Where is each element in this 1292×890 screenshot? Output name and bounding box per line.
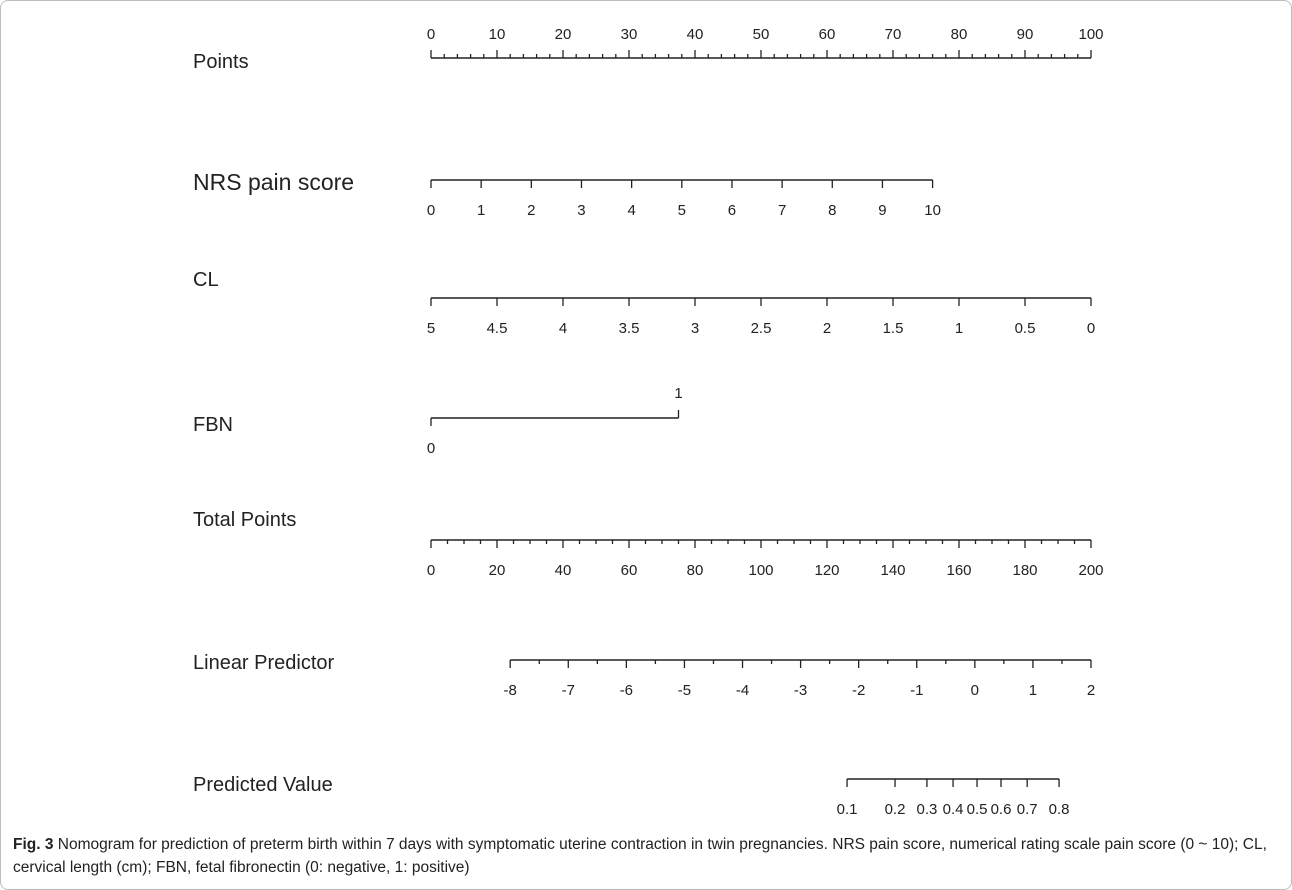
points-tick-label: 100 <box>1078 26 1103 43</box>
nrs-pain-score-label: NRS pain score <box>193 169 354 195</box>
fbn-label: FBN <box>193 414 233 436</box>
cl-tick-label: 5 <box>427 320 435 337</box>
nrs-tick-label: 3 <box>577 202 585 219</box>
points-tick-label: 60 <box>819 26 836 43</box>
points-axis: 0 10 20 30 40 50 60 70 80 90 100 <box>427 26 1104 59</box>
cl-tick-label: 4.5 <box>487 320 508 337</box>
predicted-value-tick-label: 0.4 <box>943 801 964 818</box>
predicted-value-tick-label: 0.6 <box>991 801 1012 818</box>
nrs-tick-label: 9 <box>878 202 886 219</box>
caption-text: Nomogram for prediction of preterm birth… <box>13 836 1267 876</box>
linear-predictor-label: Linear Predictor <box>193 652 335 674</box>
cl-tick-label: 1 <box>955 320 963 337</box>
predicted-value-tick-label: 0.2 <box>885 801 906 818</box>
predicted-value-tick-label: 0.5 <box>967 801 988 818</box>
linear-predictor-tick-label: -7 <box>562 682 575 699</box>
nrs-tick-label: 6 <box>728 202 736 219</box>
linear-predictor-tick-label: -4 <box>736 682 749 699</box>
fbn-tick-label: 1 <box>674 385 682 402</box>
cl-label: CL <box>193 269 219 291</box>
total-points-tick-label: 200 <box>1078 562 1103 579</box>
fbn-tick-label: 0 <box>427 440 435 457</box>
points-tick-label: 10 <box>489 26 506 43</box>
nrs-tick-label: 8 <box>828 202 836 219</box>
linear-predictor-tick-label: -6 <box>620 682 633 699</box>
figure-caption: Fig. 3 Nomogram for prediction of preter… <box>13 833 1281 879</box>
total-points-tick-label: 40 <box>555 562 572 579</box>
points-tick-label: 0 <box>427 26 435 43</box>
nrs-pain-score-axis: 0 1 2 3 4 5 6 7 8 9 10 <box>427 179 941 219</box>
nrs-tick-label: 7 <box>778 202 786 219</box>
predicted-value-axis: 0.1 0.2 0.3 0.4 0.5 0.6 0.7 0.8 <box>837 778 1070 818</box>
total-points-tick-label: 60 <box>621 562 638 579</box>
cl-tick-label: 2.5 <box>751 320 772 337</box>
points-tick-label: 70 <box>885 26 902 43</box>
points-tick-label: 50 <box>753 26 770 43</box>
linear-predictor-tick-label: -5 <box>678 682 691 699</box>
linear-predictor-tick-label: 0 <box>971 682 979 699</box>
cl-tick-label: 0 <box>1087 320 1095 337</box>
linear-predictor-axis: -8 -7 -6 -5 -4 -3 -2 -1 0 1 2 <box>504 659 1095 699</box>
caption-label: Fig. 3 <box>13 836 54 853</box>
total-points-axis: 0 20 40 60 80 100 120 140 160 180 200 <box>427 539 1104 579</box>
fbn-axis: 01 <box>427 385 683 457</box>
nomogram-chart: Points 0 10 20 30 40 50 60 70 80 90 100 NRS pain s… <box>193 26 1104 818</box>
linear-predictor-tick-label: -1 <box>910 682 923 699</box>
points-tick-label: 40 <box>687 26 704 43</box>
total-points-tick-label: 20 <box>489 562 506 579</box>
total-points-tick-label: 160 <box>946 562 971 579</box>
predicted-value-label: Predicted Value <box>193 774 333 796</box>
points-tick-label: 30 <box>621 26 638 43</box>
nrs-tick-label: 2 <box>527 202 535 219</box>
cl-axis: 5 4.5 4 3.5 3 2.5 2 1.5 1 0.5 0 <box>427 297 1095 337</box>
cl-tick-label: 2 <box>823 320 831 337</box>
linear-predictor-tick-label: -8 <box>504 682 517 699</box>
linear-predictor-tick-label: -2 <box>852 682 865 699</box>
cl-tick-label: 3 <box>691 320 699 337</box>
linear-predictor-tick-label: 2 <box>1087 682 1095 699</box>
predicted-value-tick-label: 0.3 <box>916 801 937 818</box>
nrs-tick-label: 5 <box>678 202 686 219</box>
cl-tick-label: 1.5 <box>883 320 904 337</box>
points-tick-label: 80 <box>951 26 968 43</box>
nrs-tick-label: 0 <box>427 202 435 219</box>
total-points-tick-label: 180 <box>1012 562 1037 579</box>
linear-predictor-tick-label: -3 <box>794 682 807 699</box>
cl-tick-label: 3.5 <box>619 320 640 337</box>
total-points-tick-label: 120 <box>814 562 839 579</box>
total-points-tick-label: 140 <box>880 562 905 579</box>
linear-predictor-tick-label: 1 <box>1029 682 1037 699</box>
total-points-label: Total Points <box>193 509 296 531</box>
predicted-value-tick-label: 0.1 <box>837 801 858 818</box>
points-tick-label: 20 <box>555 26 572 43</box>
nrs-tick-label: 4 <box>627 202 635 219</box>
points-tick-label: 90 <box>1017 26 1034 43</box>
total-points-tick-label: 0 <box>427 562 435 579</box>
total-points-tick-label: 80 <box>687 562 704 579</box>
predicted-value-tick-label: 0.7 <box>1017 801 1038 818</box>
cl-tick-label: 0.5 <box>1015 320 1036 337</box>
cl-tick-label: 4 <box>559 320 567 337</box>
nrs-tick-label: 10 <box>924 202 941 219</box>
total-points-tick-label: 100 <box>748 562 773 579</box>
points-label: Points <box>193 51 249 73</box>
nrs-tick-label: 1 <box>477 202 485 219</box>
predicted-value-tick-label: 0.8 <box>1049 801 1070 818</box>
